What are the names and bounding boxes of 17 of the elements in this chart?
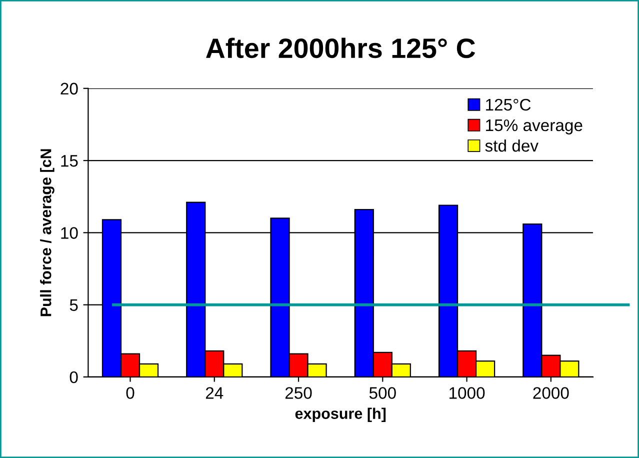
x-tick-label: 2000 [533, 387, 569, 399]
y-tick-label: 10 [61, 227, 78, 239]
legend-label: 125°C [486, 98, 531, 111]
x-tick-label: 500 [369, 387, 396, 399]
legend-label: std dev [485, 139, 538, 152]
x-tick-label: 1000 [450, 387, 485, 399]
chart-title: After 2000hrs 125° C [206, 38, 476, 58]
x-axis-title: exposure [h] [295, 408, 386, 422]
y-tick-label: 15 [61, 155, 78, 167]
x-tick-label: 0 [126, 387, 134, 399]
x-tick-label: 250 [285, 387, 312, 399]
legend-label: 15% average [486, 119, 582, 134]
y-tick-label: 5 [70, 299, 78, 311]
y-axis-title: Pull force / average [cN [40, 149, 54, 316]
y-tick-label: 20 [60, 82, 78, 95]
y-tick-label: 0 [70, 371, 78, 384]
x-tick-label: 24 [206, 387, 224, 399]
